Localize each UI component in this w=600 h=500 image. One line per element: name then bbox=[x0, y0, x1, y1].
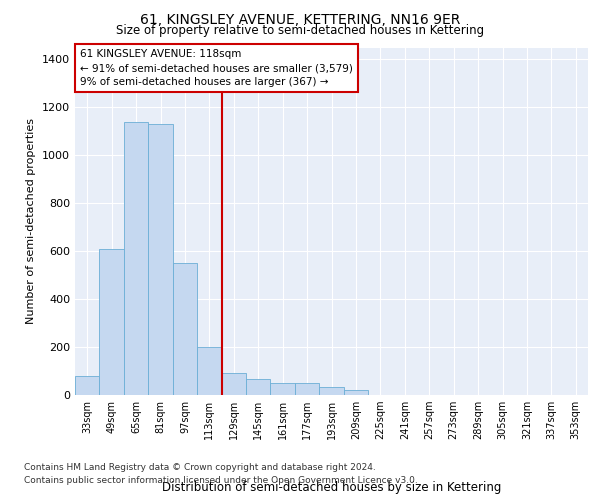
Bar bbox=[246, 380, 271, 395]
Text: Size of property relative to semi-detached houses in Kettering: Size of property relative to semi-detach… bbox=[116, 24, 484, 37]
Bar bbox=[221, 374, 246, 395]
Bar bbox=[197, 347, 221, 395]
Text: 61 KINGSLEY AVENUE: 118sqm
← 91% of semi-detached houses are smaller (3,579)
9% : 61 KINGSLEY AVENUE: 118sqm ← 91% of semi… bbox=[80, 49, 353, 87]
Text: Contains HM Land Registry data © Crown copyright and database right 2024.: Contains HM Land Registry data © Crown c… bbox=[24, 462, 376, 471]
Y-axis label: Number of semi-detached properties: Number of semi-detached properties bbox=[26, 118, 37, 324]
Bar bbox=[271, 383, 295, 395]
Bar bbox=[319, 386, 344, 395]
Text: 61, KINGSLEY AVENUE, KETTERING, NN16 9ER: 61, KINGSLEY AVENUE, KETTERING, NN16 9ER bbox=[140, 12, 460, 26]
Bar bbox=[124, 122, 148, 395]
Bar bbox=[100, 249, 124, 395]
Text: Contains public sector information licensed under the Open Government Licence v3: Contains public sector information licen… bbox=[24, 476, 418, 485]
Bar bbox=[148, 124, 173, 395]
X-axis label: Distribution of semi-detached houses by size in Kettering: Distribution of semi-detached houses by … bbox=[162, 481, 501, 494]
Bar bbox=[75, 376, 100, 395]
Bar bbox=[344, 390, 368, 395]
Bar bbox=[295, 383, 319, 395]
Bar bbox=[173, 263, 197, 395]
